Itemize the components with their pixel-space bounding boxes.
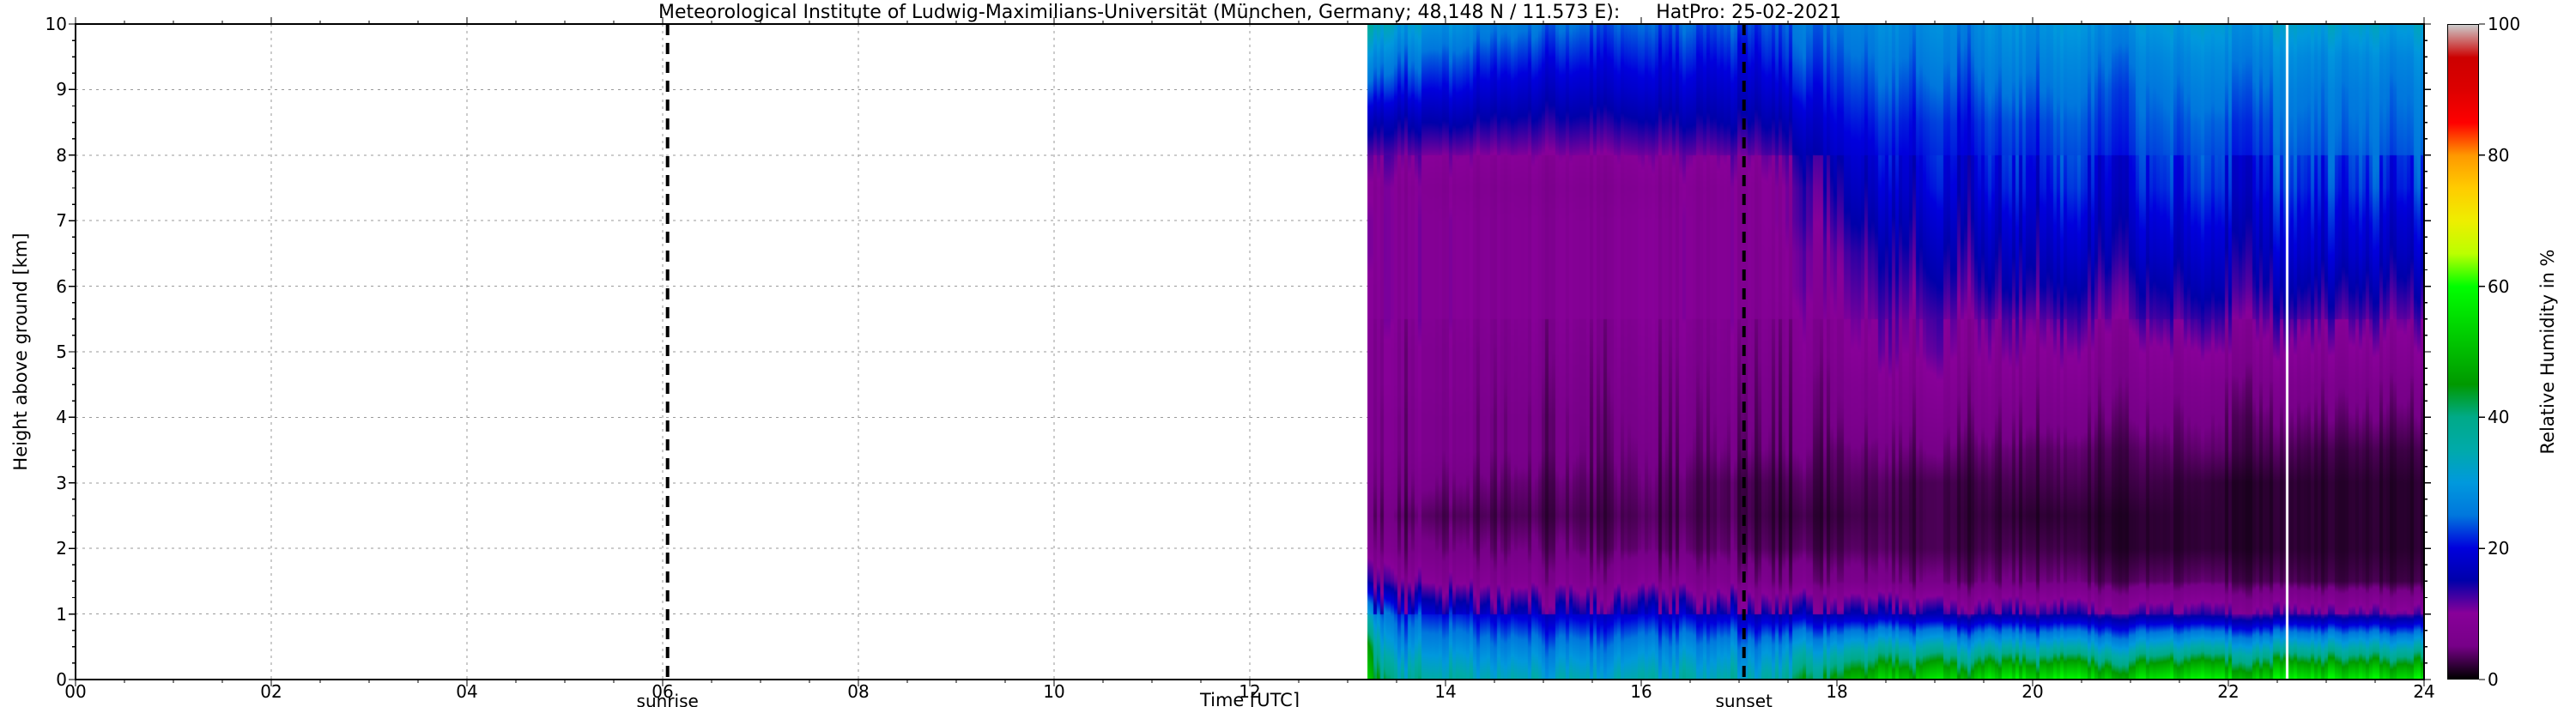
x-tick-label: 12 [1239, 681, 1261, 702]
colorbar-tick-label: 100 [2488, 14, 2521, 34]
x-tick-label: 00 [64, 681, 87, 702]
x-tick-label: 02 [260, 681, 282, 702]
y-tick-label: 6 [56, 275, 67, 297]
chart-title: Meteorological Institute of Ludwig-Maxim… [658, 2, 1842, 23]
x-tick-label: 08 [847, 681, 870, 702]
y-tick-label: 9 [56, 79, 67, 100]
x-tick-label: 22 [2217, 681, 2240, 702]
y-tick-label: 10 [45, 14, 67, 34]
x-tick-label: 10 [1043, 681, 1065, 702]
y-tick-label: 8 [56, 144, 67, 166]
y-tick-label: 2 [56, 538, 67, 559]
y-tick-label: 4 [56, 407, 67, 428]
y-tick-label: 3 [56, 472, 67, 493]
y-tick-label: 5 [56, 341, 67, 362]
humidity-heatmap [76, 24, 2424, 680]
x-axis-label: Time [UTC] [1199, 690, 1300, 707]
colorbar-label: Relative Humidity in % [2537, 249, 2558, 455]
colorbar-gradient [2447, 24, 2479, 680]
colorbar-tick-label: 0 [2488, 669, 2499, 690]
sunrise-label: sunrise [636, 691, 699, 707]
colorbar-tick-label: 60 [2488, 275, 2510, 297]
x-tick-label: 06 [652, 681, 674, 702]
x-tick-label: 24 [2413, 681, 2435, 702]
y-tick-label: 1 [56, 603, 67, 625]
x-tick-label: 20 [2021, 681, 2044, 702]
x-tick-label: 18 [1826, 681, 1848, 702]
colorbar-tick-label: 20 [2488, 538, 2510, 559]
y-tick-label: 7 [56, 210, 67, 232]
y-tick-label: 0 [56, 669, 67, 690]
sunset-label: sunset [1715, 691, 1773, 707]
colorbar-tick-label: 40 [2488, 407, 2510, 428]
x-tick-label: 16 [1630, 681, 1652, 702]
x-tick-label: 14 [1434, 681, 1457, 702]
x-tick-label: 04 [456, 681, 478, 702]
colorbar-tick-label: 80 [2488, 144, 2510, 166]
